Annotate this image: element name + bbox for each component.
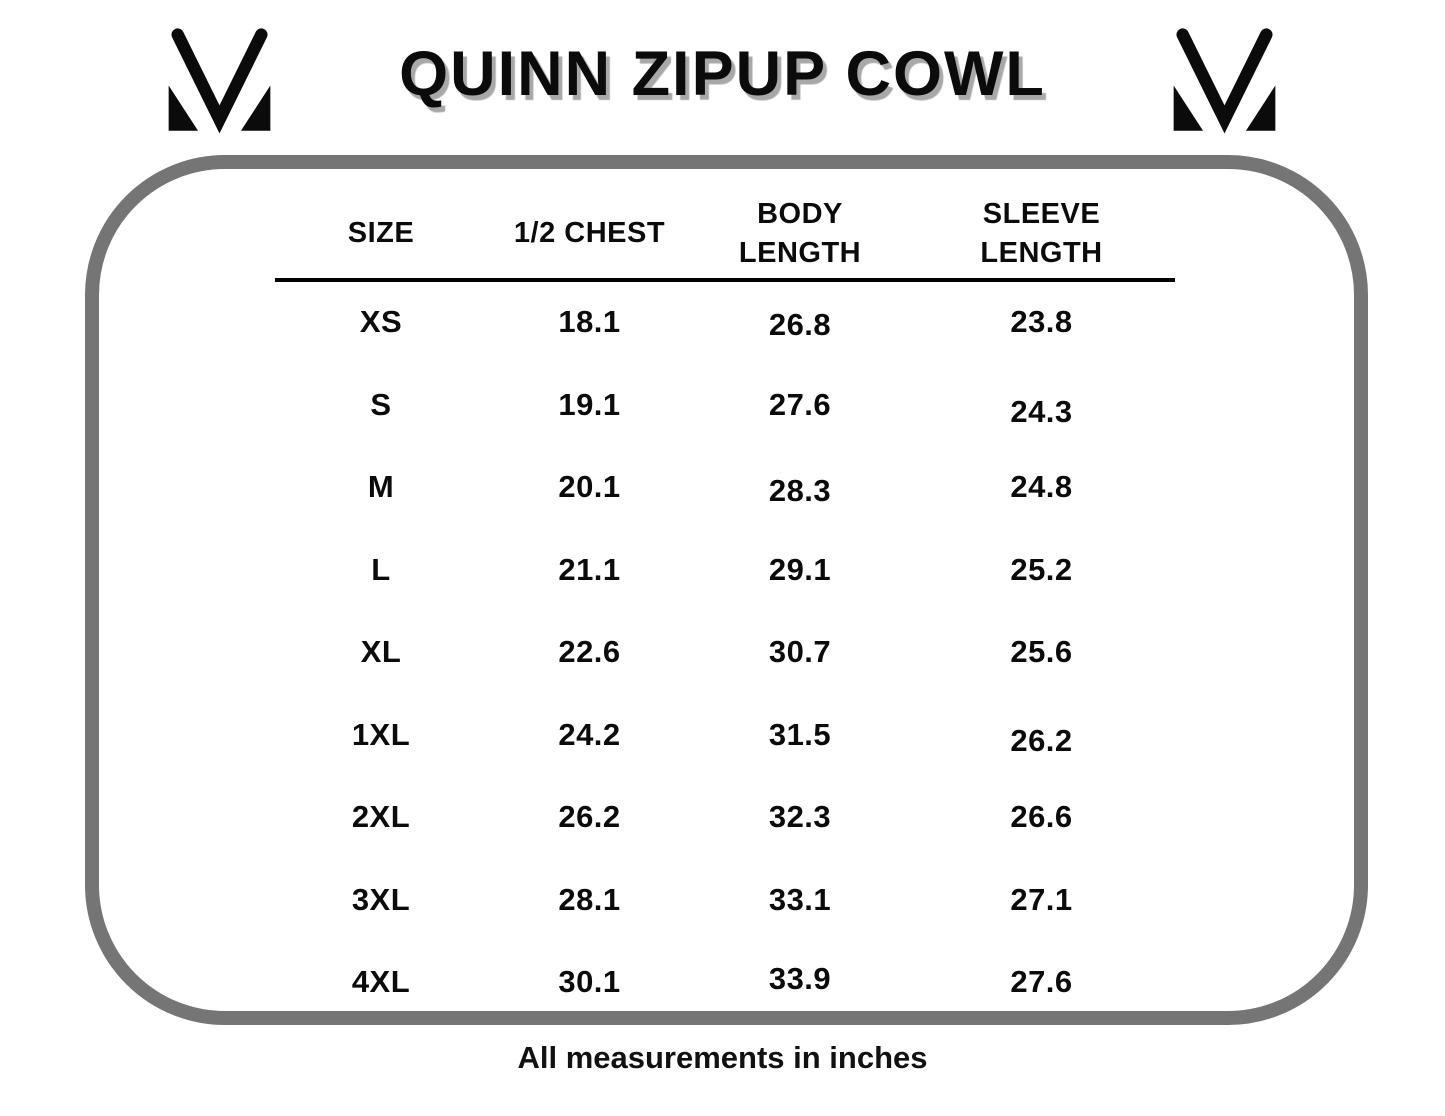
size-label: L xyxy=(371,551,391,587)
chest-value: 21.1 xyxy=(558,551,621,587)
mv-monogram-icon xyxy=(1168,28,1281,134)
size-label: 1XL xyxy=(351,716,411,752)
sleeve-length-value: 24.3 xyxy=(1010,393,1073,429)
chest-value: 22.6 xyxy=(558,634,621,670)
size-label: XS xyxy=(359,304,403,340)
table-row: 4XL 30.1 33.9 27.6 xyxy=(275,941,1175,1024)
header-divider-line xyxy=(275,278,1175,282)
table-row: 3XL 28.1 33.1 27.1 xyxy=(275,859,1175,942)
sleeve-length-value: 23.8 xyxy=(1010,304,1073,340)
size-label: 4XL xyxy=(351,964,411,1000)
body-length-value: 27.6 xyxy=(768,386,832,422)
body-length-value: 30.7 xyxy=(768,634,832,670)
body-length-value: 29.1 xyxy=(768,551,832,587)
column-header-label: BODY LENGTH xyxy=(738,197,862,269)
column-header-size: SIZE xyxy=(275,214,487,253)
chest-value: 19.1 xyxy=(558,386,621,422)
size-label: S xyxy=(370,386,392,422)
body-length-value: 33.1 xyxy=(768,881,832,917)
chest-value: 26.2 xyxy=(558,799,621,835)
table-row: M 20.1 28.3 24.8 xyxy=(275,446,1175,529)
chest-value: 30.1 xyxy=(558,964,621,1000)
page-title: QUINN ZIPUP COWL xyxy=(399,39,1046,109)
column-header-half-chest: 1/2 CHEST xyxy=(487,214,692,253)
chest-value: 28.1 xyxy=(558,881,621,917)
column-header-label: 1/2 CHEST xyxy=(513,217,666,250)
table-row: 1XL 24.2 31.5 26.2 xyxy=(275,694,1175,777)
column-header-body-length: BODY LENGTH xyxy=(692,195,908,273)
table-header-row: SIZE 1/2 CHEST BODY LENGTH SLEEVE LENGTH xyxy=(275,191,1175,277)
measurement-units-note: All measurements in inches xyxy=(517,1040,928,1075)
sleeve-length-value: 24.8 xyxy=(1010,469,1073,505)
sleeve-length-value: 26.6 xyxy=(1010,799,1073,835)
table-row: 2XL 26.2 32.3 26.6 xyxy=(275,776,1175,859)
size-chart-panel: SIZE 1/2 CHEST BODY LENGTH SLEEVE LENGTH… xyxy=(85,155,1368,1025)
size-label: M xyxy=(367,469,395,505)
body-length-value: 33.9 xyxy=(768,961,832,997)
size-label: 2XL xyxy=(351,799,411,835)
sleeve-length-value: 26.2 xyxy=(1010,722,1073,758)
column-header-sleeve-length: SLEEVE LENGTH xyxy=(908,195,1175,273)
body-length-value: 28.3 xyxy=(768,473,832,509)
body-length-value: 26.8 xyxy=(768,307,832,343)
column-header-label: SIZE xyxy=(347,217,415,250)
table-row: S 19.1 27.6 24.3 xyxy=(275,364,1175,447)
sleeve-length-value: 27.6 xyxy=(1010,964,1073,1000)
table-row: XL 22.6 30.7 25.6 xyxy=(275,611,1175,694)
table-row: L 21.1 29.1 25.2 xyxy=(275,529,1175,612)
chest-value: 20.1 xyxy=(558,469,621,505)
size-label: 3XL xyxy=(351,881,411,917)
mv-monogram-icon xyxy=(163,28,276,134)
sleeve-length-value: 25.2 xyxy=(1010,551,1073,587)
table-row: XS 18.1 26.8 23.8 xyxy=(275,281,1175,364)
chest-value: 18.1 xyxy=(558,304,621,340)
chest-value: 24.2 xyxy=(558,716,621,752)
sleeve-length-value: 27.1 xyxy=(1010,881,1073,917)
size-table-body: XS 18.1 26.8 23.8 S 19.1 27.6 24.3 M 20.… xyxy=(275,281,1175,1024)
size-label: XL xyxy=(360,634,402,670)
body-length-value: 32.3 xyxy=(768,799,832,835)
body-length-value: 31.5 xyxy=(768,716,832,752)
column-header-label: SLEEVE LENGTH xyxy=(980,197,1103,269)
sleeve-length-value: 25.6 xyxy=(1010,634,1073,670)
